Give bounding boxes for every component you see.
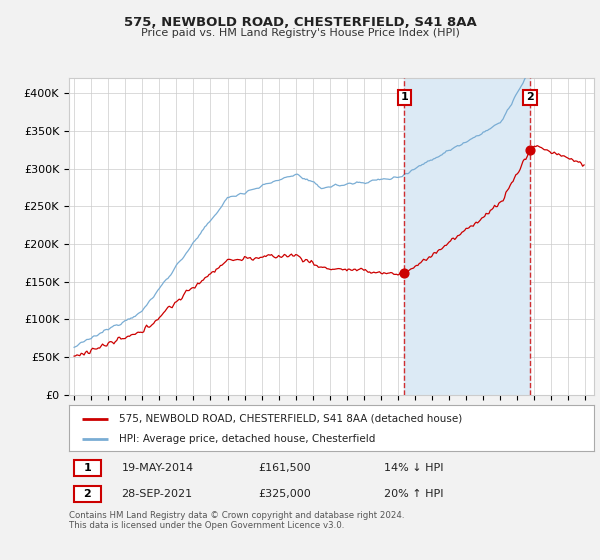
Text: 2: 2 <box>526 92 534 102</box>
Text: 575, NEWBOLD ROAD, CHESTERFIELD, S41 8AA: 575, NEWBOLD ROAD, CHESTERFIELD, S41 8AA <box>124 16 476 29</box>
Text: 1: 1 <box>401 92 409 102</box>
Text: 2: 2 <box>83 489 91 499</box>
Text: 19-MAY-2014: 19-MAY-2014 <box>121 463 194 473</box>
Text: 1: 1 <box>83 463 91 473</box>
Point <box>400 269 409 278</box>
Text: £325,000: £325,000 <box>258 489 311 499</box>
Bar <box>404 78 530 395</box>
Text: 14% ↓ HPI: 14% ↓ HPI <box>384 463 443 473</box>
Text: £161,500: £161,500 <box>258 463 311 473</box>
Point <box>525 146 535 155</box>
Text: 20% ↑ HPI: 20% ↑ HPI <box>384 489 443 499</box>
Text: HPI: Average price, detached house, Chesterfield: HPI: Average price, detached house, Ches… <box>119 435 375 444</box>
Text: Price paid vs. HM Land Registry's House Price Index (HPI): Price paid vs. HM Land Registry's House … <box>140 28 460 38</box>
Text: 28-SEP-2021: 28-SEP-2021 <box>121 489 193 499</box>
FancyBboxPatch shape <box>74 486 101 502</box>
Text: Contains HM Land Registry data © Crown copyright and database right 2024.
This d: Contains HM Land Registry data © Crown c… <box>69 511 404 530</box>
Text: 575, NEWBOLD ROAD, CHESTERFIELD, S41 8AA (detached house): 575, NEWBOLD ROAD, CHESTERFIELD, S41 8AA… <box>119 414 462 424</box>
FancyBboxPatch shape <box>74 460 101 475</box>
